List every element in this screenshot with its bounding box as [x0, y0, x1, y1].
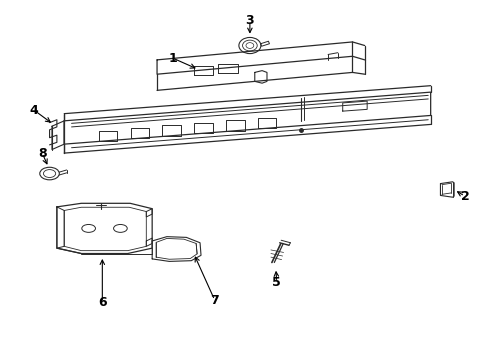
Text: 7: 7 — [210, 294, 219, 307]
Text: 4: 4 — [29, 104, 38, 117]
Text: 1: 1 — [168, 51, 177, 64]
Text: 8: 8 — [38, 147, 47, 159]
Text: 2: 2 — [461, 190, 469, 203]
Text: 5: 5 — [272, 276, 281, 289]
Text: 6: 6 — [98, 296, 107, 309]
Text: 3: 3 — [245, 14, 254, 27]
